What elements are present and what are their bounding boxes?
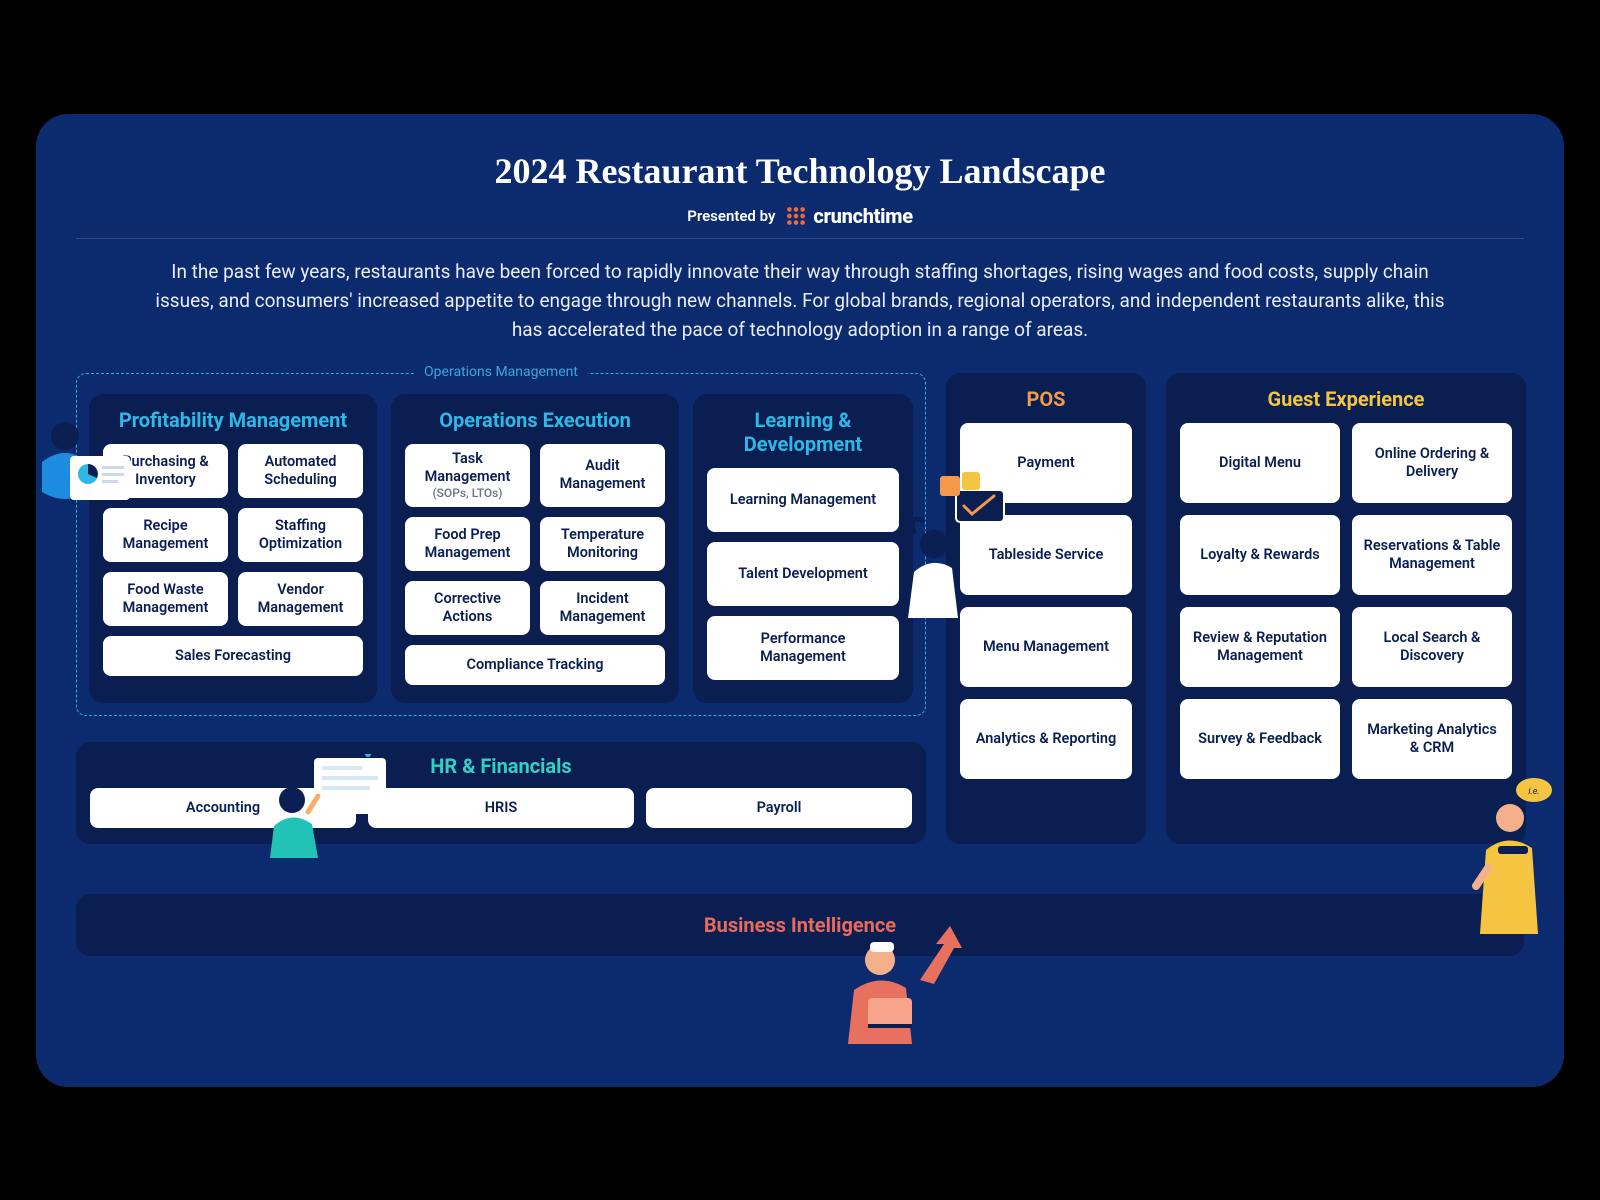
pill-task-management-label: Task Management: [415, 450, 520, 486]
panel-profitability: Profitability Management Purchasing & In…: [89, 394, 377, 703]
operations-inner-grid: Profitability Management Purchasing & In…: [89, 394, 913, 703]
panel-hr-financials: HR & Financials Accounting HRIS Payroll: [76, 742, 926, 844]
pill-reservations-table-management: Reservations & Table Management: [1352, 515, 1512, 595]
panel-guest-experience: Guest Experience Digital Menu Online Ord…: [1166, 373, 1526, 844]
pill-loyalty-rewards: Loyalty & Rewards: [1180, 515, 1340, 595]
pill-compliance-tracking: Compliance Tracking: [405, 645, 665, 685]
presented-by-label: Presented by: [687, 207, 775, 225]
pill-menu-management: Menu Management: [960, 607, 1132, 687]
pill-task-management-sub: (SOPs, LTOs): [433, 486, 503, 501]
panel-business-intelligence: Business Intelligence: [76, 894, 1524, 956]
pill-online-ordering-delivery: Online Ordering & Delivery: [1352, 423, 1512, 503]
panel-title-pos: POS: [960, 387, 1132, 411]
panel-title-operations: Operations Execution: [405, 408, 665, 432]
pill-staffing-optimization: Staffing Optimization: [238, 508, 363, 562]
pill-payroll: Payroll: [646, 788, 912, 828]
pill-hris: HRIS: [368, 788, 634, 828]
pill-digital-menu: Digital Menu: [1180, 423, 1340, 503]
pill-task-management: Task Management (SOPs, LTOs): [405, 444, 530, 507]
guest-items: Digital Menu Online Ordering & Delivery …: [1180, 423, 1512, 779]
panel-title-profitability: Profitability Management: [103, 408, 363, 432]
pill-food-prep-management: Food Prep Management: [405, 517, 530, 571]
main-grid: Operations Management Profitability Mana…: [76, 373, 1524, 844]
panel-title-bi: Business Intelligence: [704, 913, 896, 937]
svg-text:i.e.: i.e.: [1528, 787, 1539, 797]
pill-food-waste-management: Food Waste Management: [103, 572, 228, 626]
pill-sales-forecasting: Sales Forecasting: [103, 636, 363, 676]
pill-payment: Payment: [960, 423, 1132, 503]
pos-items: Payment Tableside Service Menu Managemen…: [960, 423, 1132, 779]
brand-dots-icon: [785, 205, 807, 227]
pill-audit-management: Audit Management: [540, 444, 665, 507]
pill-automated-scheduling: Automated Scheduling: [238, 444, 363, 498]
pill-purchasing-inventory: Purchasing & Inventory: [103, 444, 228, 498]
pill-recipe-management: Recipe Management: [103, 508, 228, 562]
panel-title-learning: Learning & Development: [707, 408, 899, 456]
header-divider: [76, 238, 1524, 239]
brand-logo: crunchtime: [785, 204, 912, 228]
page-title: 2024 Restaurant Technology Landscape: [76, 150, 1524, 192]
profitability-items: Purchasing & Inventory Automated Schedul…: [103, 444, 363, 676]
pill-incident-management: Incident Management: [540, 581, 665, 635]
intro-paragraph: In the past few years, restaurants have …: [140, 257, 1460, 345]
panel-learning-development: Learning & Development Learning Manageme…: [693, 394, 913, 703]
pill-review-reputation-management: Review & Reputation Management: [1180, 607, 1340, 687]
hr-items: Accounting HRIS Payroll: [90, 788, 912, 828]
panel-pos: POS Payment Tableside Service Menu Manag…: [946, 373, 1146, 844]
pill-temperature-monitoring: Temperature Monitoring: [540, 517, 665, 571]
pill-survey-feedback: Survey & Feedback: [1180, 699, 1340, 779]
pill-learning-management: Learning Management: [707, 468, 899, 532]
operations-management-frame: Operations Management Profitability Mana…: [76, 373, 926, 716]
presented-by-row: Presented by crunchtime: [76, 204, 1524, 228]
pill-vendor-management: Vendor Management: [238, 572, 363, 626]
pill-talent-development: Talent Development: [707, 542, 899, 606]
operations-items: Task Management (SOPs, LTOs) Audit Manag…: [405, 444, 665, 685]
pill-accounting: Accounting: [90, 788, 356, 828]
brand-name: crunchtime: [813, 204, 912, 228]
panel-title-hr: HR & Financials: [90, 754, 912, 778]
left-column: Operations Management Profitability Mana…: [76, 373, 926, 844]
panel-title-guest: Guest Experience: [1180, 387, 1512, 411]
operations-frame-label: Operations Management: [414, 364, 588, 380]
pill-tableside-service: Tableside Service: [960, 515, 1132, 595]
learning-items: Learning Management Talent Development P…: [707, 468, 899, 680]
pill-corrective-actions: Corrective Actions: [405, 581, 530, 635]
panel-operations-execution: Operations Execution Task Management (SO…: [391, 394, 679, 703]
pill-performance-management: Performance Management: [707, 616, 899, 680]
pill-marketing-analytics-crm: Marketing Analytics & CRM: [1352, 699, 1512, 779]
pill-analytics-reporting: Analytics & Reporting: [960, 699, 1132, 779]
landscape-canvas: 2024 Restaurant Technology Landscape Pre…: [36, 114, 1564, 1087]
pill-local-search-discovery: Local Search & Discovery: [1352, 607, 1512, 687]
